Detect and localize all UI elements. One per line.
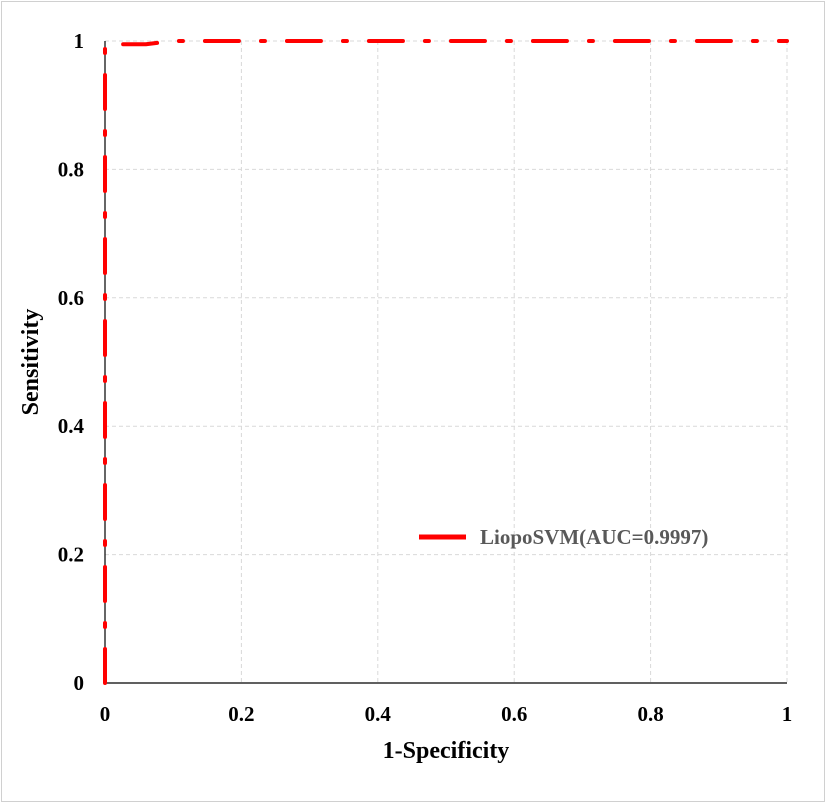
x-tick-label: 1 (782, 702, 793, 726)
x-tick-label: 0.8 (637, 702, 663, 726)
x-axis-title: 1-Specificity (383, 738, 510, 764)
roc-curve-line (103, 39, 789, 685)
axes (104, 41, 787, 684)
legend: LiopoSVM(AUC=0.9997) (419, 525, 708, 549)
legend-label: LiopoSVM(AUC=0.9997) (480, 525, 708, 549)
y-tick-label: 0.4 (58, 414, 85, 438)
y-axis-title: Sensitivity (18, 309, 44, 416)
series-layer (103, 39, 789, 685)
y-tick-label: 0.6 (58, 286, 84, 310)
y-tick-labels: 0 0.2 0.4 0.6 0.8 1 (58, 29, 85, 695)
x-tick-labels: 0 0.2 0.4 0.6 0.8 1 (100, 702, 793, 726)
y-tick-label: 0 (74, 671, 85, 695)
x-tick-label: 0.4 (365, 702, 392, 726)
y-tick-label: 1 (74, 29, 85, 53)
x-tick-label: 0.2 (228, 702, 254, 726)
grid (105, 40, 788, 683)
x-tick-label: 0.6 (501, 702, 527, 726)
y-tick-label: 0.8 (58, 157, 84, 181)
x-tick-label: 0 (100, 702, 111, 726)
y-tick-label: 0.2 (58, 543, 84, 567)
